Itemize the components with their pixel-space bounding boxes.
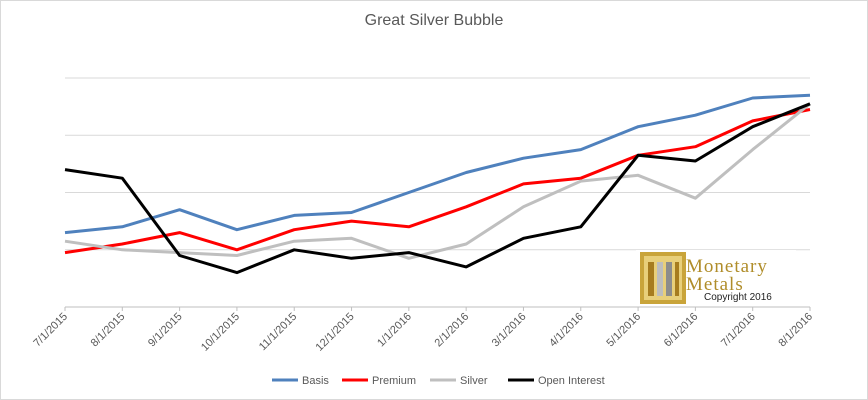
logo-copyright: Copyright 2016 [704, 292, 772, 303]
logo-icon [640, 252, 686, 304]
legend-label: Premium [372, 375, 416, 387]
legend-label: Basis [302, 375, 329, 387]
x-tick-label: 4/1/2016 [547, 311, 586, 350]
logo-name-line1: Monetary [686, 256, 768, 277]
monetary-metals-logo: Monetary Metals Copyright 2016 [636, 250, 796, 306]
x-tick-label: 8/1/2015 [89, 311, 128, 350]
series-line-silver [64, 102, 811, 260]
x-tick-label: 6/1/2016 [662, 311, 701, 350]
chart-title: Great Silver Bubble [364, 12, 504, 29]
series-lines [64, 93, 811, 275]
x-tick-label: 12/1/2015 [314, 311, 357, 354]
x-tick-label: 8/1/2016 [776, 311, 815, 350]
x-axis: 7/1/2015 8/1/2015 9/1/2015 10/1/2015 11/1/20… [31, 307, 815, 354]
x-tick-label: 9/1/2015 [146, 311, 185, 350]
x-tick-label: 5/1/2016 [604, 311, 643, 350]
x-tick-label: 10/1/2015 [199, 311, 242, 354]
logo-name-line2: Metals [686, 274, 744, 295]
legend-label: Open Interest [538, 375, 605, 387]
x-tick-label: 11/1/2015 [257, 311, 300, 354]
x-tick-label: 7/1/2015 [31, 311, 70, 350]
legend-label: Silver [460, 375, 488, 387]
x-tick-label: 3/1/2016 [490, 311, 529, 350]
gridlines [65, 77, 810, 308]
legend: Basis Premium Silver Open Interest [272, 375, 605, 387]
x-tick-label: 2/1/2016 [433, 311, 472, 350]
x-tick-label: 7/1/2016 [719, 311, 758, 350]
x-tick-label: 1/1/2016 [375, 311, 414, 350]
series-line-open-interest [64, 102, 811, 275]
series-line-premium [64, 108, 811, 255]
series-line-basis [64, 93, 811, 235]
